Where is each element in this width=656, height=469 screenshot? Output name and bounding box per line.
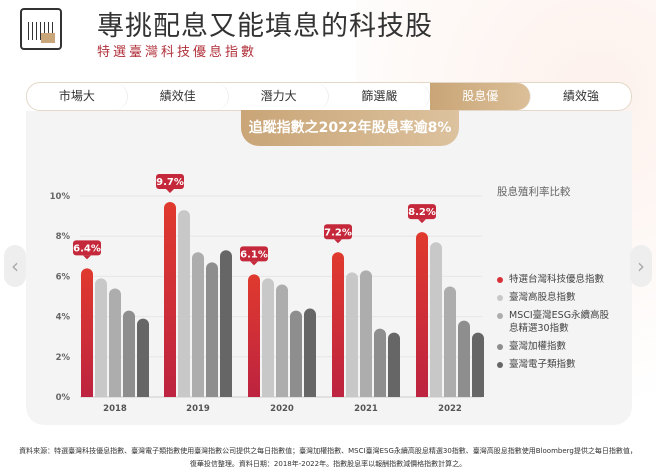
bar-2019-series-1 [178, 210, 190, 397]
data-label-pointer [166, 189, 174, 194]
bar-2018-series-1 [95, 278, 107, 397]
bar-2021-series-2 [360, 270, 372, 397]
tab-strong[interactable]: 績效強 [563, 89, 600, 103]
bar-2019-series-2 [192, 252, 204, 397]
legend: 股息殖利率比較 特選台灣科技優息指數 臺灣高股息指數 MSCI臺灣ESG永續高股息精… [497, 184, 617, 376]
bar-2022-series-1 [430, 242, 442, 397]
x-tick-label: 2022 [438, 404, 462, 414]
bar-2021-series-3 [374, 328, 386, 397]
legend-swatch [497, 362, 503, 368]
highlight-banner: 追蹤指數之2022年股息率逾8% [241, 110, 459, 146]
bar-2021-series-4 [388, 332, 400, 397]
data-label-bg [73, 240, 101, 256]
data-label-pointer [334, 239, 342, 244]
bar-2020-series-0 [248, 274, 260, 397]
page-subtitle: 特選臺灣科技優息指數 [97, 45, 258, 60]
data-label-bg [408, 204, 436, 220]
bar-2018-series-3 [123, 310, 135, 397]
y-tick-label: 2% [56, 353, 71, 363]
data-label: 6.1% [240, 249, 268, 260]
footnote-source: 資料來源：特選臺灣科技優息指數、臺灣電子類指數使用臺灣指數公司提供之每日指數值；… [19, 447, 637, 455]
legend-swatch [497, 313, 503, 319]
legend-item: 臺灣加權指數 [497, 340, 617, 353]
data-label-pointer [83, 255, 91, 260]
data-label-pointer [418, 219, 426, 224]
bar-2022-series-3 [458, 320, 470, 397]
legend-item: 特選台灣科技優息指數 [497, 273, 617, 286]
bar-2022-series-2 [444, 286, 456, 397]
y-tick-label: 10% [50, 192, 71, 202]
bar-2019-series-4 [220, 250, 232, 397]
legend-item: MSCI臺灣ESG永續高股息精選30指數 [497, 309, 617, 335]
x-tick-label: 2021 [354, 404, 378, 414]
tab-selection[interactable]: 篩選嚴 [329, 83, 431, 110]
prev-arrow-icon[interactable]: ‹ [4, 245, 26, 287]
legend-label: 特選台灣科技優息指數 [509, 274, 605, 285]
bar-2018-series-4 [137, 318, 149, 397]
x-tick-label: 2020 [270, 404, 294, 414]
data-label: 9.7% [156, 177, 184, 188]
tab-performance[interactable]: 績效佳 [128, 83, 229, 110]
data-label: 6.4% [73, 243, 101, 254]
bar-2018-series-2 [109, 288, 121, 397]
bar-2020-series-2 [276, 284, 288, 397]
tab-market[interactable]: 市場大 [27, 83, 128, 110]
x-tick-label: 2019 [186, 404, 210, 414]
legend-swatch [497, 295, 503, 301]
legend-swatch [497, 344, 503, 350]
data-label-bg [156, 174, 184, 190]
bar-2019-series-0 [164, 202, 176, 397]
legend-item: 臺灣電子類指數 [497, 358, 617, 371]
y-tick-label: 8% [56, 232, 71, 242]
bar-2020-series-1 [262, 278, 274, 397]
legend-label: 臺灣高股息指數 [509, 292, 576, 303]
y-tick-label: 0% [56, 393, 71, 403]
bar-2019-series-3 [206, 262, 218, 397]
next-arrow-icon[interactable]: › [630, 245, 652, 287]
y-tick-label: 4% [56, 313, 71, 323]
data-label-pointer [250, 261, 258, 266]
data-label-bg [240, 246, 268, 262]
tab-dividend[interactable]: 股息優 [430, 83, 532, 110]
bar-2018-series-0 [81, 268, 93, 397]
legend-label: 臺灣電子類指數 [509, 359, 576, 370]
data-label-bg [324, 224, 352, 240]
data-label: 7.2% [324, 227, 352, 238]
chart-analyst-logo-icon [20, 8, 62, 50]
legend-label: MSCI臺灣ESG永續高股息精選30指數 [509, 310, 610, 334]
bar-2021-series-1 [346, 272, 358, 397]
tab-potential[interactable]: 潛力大 [229, 83, 330, 110]
legend-label: 臺灣加權指數 [509, 341, 567, 352]
bar-2021-series-0 [332, 252, 344, 397]
footnote-date: 復華投信整理。資料日期：2018年-2022年。指數股息率以報酬指數減價格指數計… [189, 460, 467, 468]
bar-2020-series-4 [304, 308, 316, 397]
page-title: 專挑配息又能填息的科技股 [97, 11, 433, 42]
bar-2022-series-4 [472, 332, 484, 397]
x-tick-label: 2018 [103, 404, 127, 414]
data-label: 8.2% [408, 207, 436, 218]
bar-2020-series-3 [290, 310, 302, 397]
y-tick-label: 6% [56, 272, 71, 282]
legend-item: 臺灣高股息指數 [497, 291, 617, 304]
legend-title: 股息殖利率比較 [497, 186, 571, 198]
legend-swatch [497, 277, 503, 283]
tab-bar: 市場大 績效佳 潛力大 篩選嚴 股息優 績效強 [26, 82, 632, 111]
bar-2022-series-0 [416, 232, 428, 397]
